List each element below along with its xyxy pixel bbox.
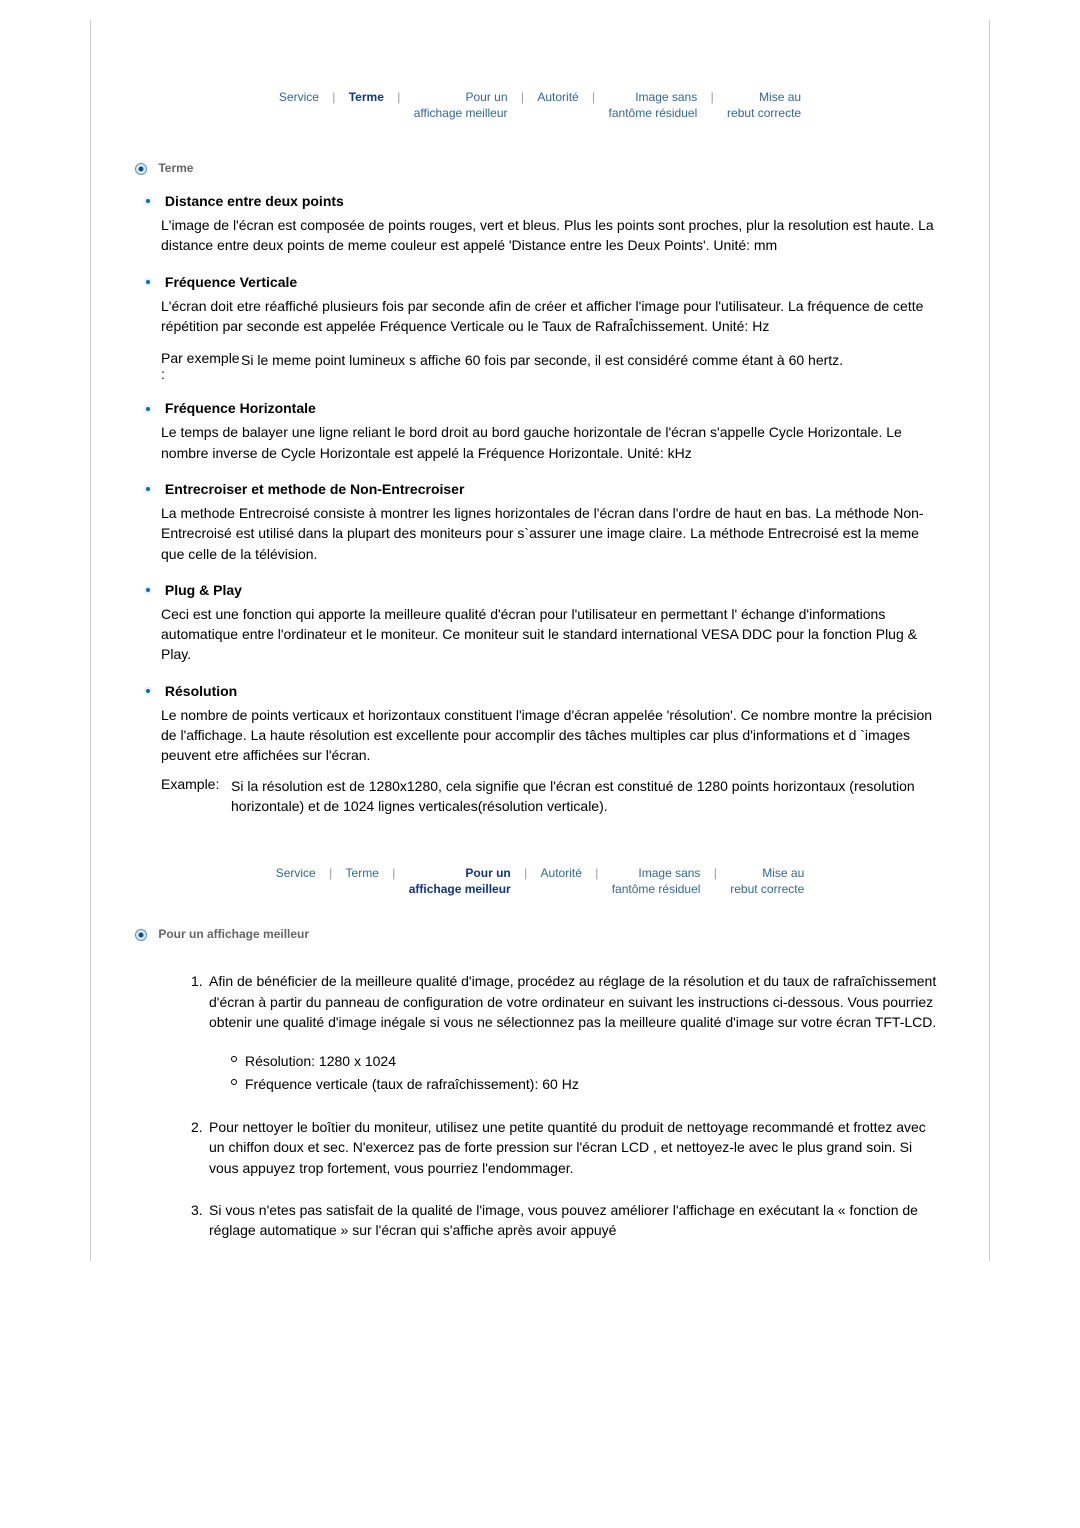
term-body: L'image de l'écran est composée de point… xyxy=(161,215,945,256)
nav-autorite[interactable]: Autorité xyxy=(535,90,580,106)
nav-sep: | xyxy=(384,866,403,880)
section-title: Terme xyxy=(158,161,193,175)
nav-sep: | xyxy=(321,866,340,880)
list-item: 1. Afin de bénéficier de la meilleure qu… xyxy=(191,971,945,1095)
nav-mise-au-rebut[interactable]: Mise aurebut correcte xyxy=(725,90,803,121)
sub-list: Résolution: 1280 x 1024 Fréquence vertic… xyxy=(231,1050,945,1095)
bullet-icon xyxy=(143,585,153,595)
term-example: Par exemple : Si le meme point lumineux … xyxy=(161,350,945,382)
list-item: 2. Pour nettoyer le boîtier du moniteur,… xyxy=(191,1117,945,1178)
term-title: Résolution xyxy=(143,683,927,699)
nav-image-sans[interactable]: Image sansfantôme résiduel xyxy=(607,90,700,121)
list-item: Fréquence verticale (taux de rafraîchiss… xyxy=(231,1073,945,1095)
nav-mid: Service | Terme | Pour unaffichage meill… xyxy=(111,866,969,897)
list-text: Pour nettoyer le boîtier du moniteur, ut… xyxy=(209,1119,926,1176)
bullet-icon xyxy=(143,277,153,287)
nav-sep: | xyxy=(513,90,532,104)
nav-service[interactable]: Service xyxy=(277,90,321,106)
example-text: Si le meme point lumineux s affiche 60 f… xyxy=(241,350,843,382)
bullet-icon xyxy=(135,929,147,941)
nav-service[interactable]: Service xyxy=(274,866,318,882)
example-label: Example: xyxy=(161,776,231,817)
nav-autorite[interactable]: Autorité xyxy=(539,866,584,882)
term-body: Ceci est une fonction qui apporte la mei… xyxy=(161,604,945,665)
term-body: La methode Entrecroisé consiste à montre… xyxy=(161,503,945,564)
term-title: Entrecroiser et methode de Non-Entrecroi… xyxy=(143,481,927,497)
circle-bullet-icon xyxy=(231,1056,237,1062)
nav-sep: | xyxy=(706,866,725,880)
nav-sep: | xyxy=(584,90,603,104)
circle-bullet-icon xyxy=(231,1079,237,1085)
nav-terme[interactable]: Terme xyxy=(344,866,381,882)
list-text: Afin de bénéficier de la meilleure quali… xyxy=(209,973,936,1030)
term-freq-horizontale: Fréquence Horizontale Le temps de balaye… xyxy=(161,400,945,463)
list-item: 3. Si vous n'etes pas satisfait de la qu… xyxy=(191,1200,945,1241)
list-number: 2. xyxy=(191,1117,203,1137)
resolution-example: Example: Si la résolution est de 1280x12… xyxy=(161,776,945,817)
term-body: Le nombre de points verticaux et horizon… xyxy=(161,705,945,766)
section-terme-heading: Terme xyxy=(135,161,969,175)
nav-sep: | xyxy=(703,90,722,104)
term-title: Plug & Play xyxy=(143,582,927,598)
bullet-icon xyxy=(143,686,153,696)
term-body: Le temps de balayer une ligne reliant le… xyxy=(161,422,945,463)
ordered-list: 1. Afin de bénéficier de la meilleure qu… xyxy=(191,971,945,1240)
term-title: Distance entre deux points xyxy=(143,193,927,209)
nav-sep: | xyxy=(587,866,606,880)
term-resolution: Résolution Le nombre de points verticaux… xyxy=(161,683,945,816)
nav-top: Service | Terme | Pour unaffichage meill… xyxy=(111,90,969,121)
list-item: Résolution: 1280 x 1024 xyxy=(231,1050,945,1072)
section-title: Pour un affichage meilleur xyxy=(158,927,309,941)
nav-sep: | xyxy=(516,866,535,880)
list-text: Si vous n'etes pas satisfait de la quali… xyxy=(209,1202,918,1238)
term-body: L'écran doit etre réaffiché plusieurs fo… xyxy=(161,296,945,337)
term-title: Fréquence Horizontale xyxy=(143,400,927,416)
section-affichage-heading: Pour un affichage meilleur xyxy=(135,927,945,941)
term-distance: Distance entre deux points L'image de l'… xyxy=(161,193,945,256)
list-number: 3. xyxy=(191,1200,203,1220)
nav-terme[interactable]: Terme xyxy=(347,90,386,106)
term-title: Fréquence Verticale xyxy=(143,274,927,290)
nav-affichage[interactable]: Pour unaffichage meilleur xyxy=(412,90,510,121)
nav-sep: | xyxy=(389,90,408,104)
bullet-icon xyxy=(143,484,153,494)
bullet-icon xyxy=(143,196,153,206)
term-entrecroiser: Entrecroiser et methode de Non-Entrecroi… xyxy=(161,481,945,564)
bullet-icon xyxy=(143,404,153,414)
nav-sep: | xyxy=(324,90,343,104)
example-text: Si la résolution est de 1280x1280, cela … xyxy=(231,776,945,817)
example-label: Par exemple : xyxy=(161,350,241,382)
nav-mise-au-rebut[interactable]: Mise aurebut correcte xyxy=(728,866,806,897)
bullet-icon xyxy=(135,163,147,175)
section-affichage: Pour un affichage meilleur 1. Afin de bé… xyxy=(135,927,945,1240)
term-freq-verticale: Fréquence Verticale L'écran doit etre ré… xyxy=(161,274,945,383)
nav-affichage[interactable]: Pour unaffichage meilleur xyxy=(407,866,513,897)
term-plug-play: Plug & Play Ceci est une fonction qui ap… xyxy=(161,582,945,665)
page-container: Service | Terme | Pour unaffichage meill… xyxy=(90,20,990,1261)
nav-image-sans[interactable]: Image sansfantôme résiduel xyxy=(610,866,703,897)
list-number: 1. xyxy=(191,971,203,991)
